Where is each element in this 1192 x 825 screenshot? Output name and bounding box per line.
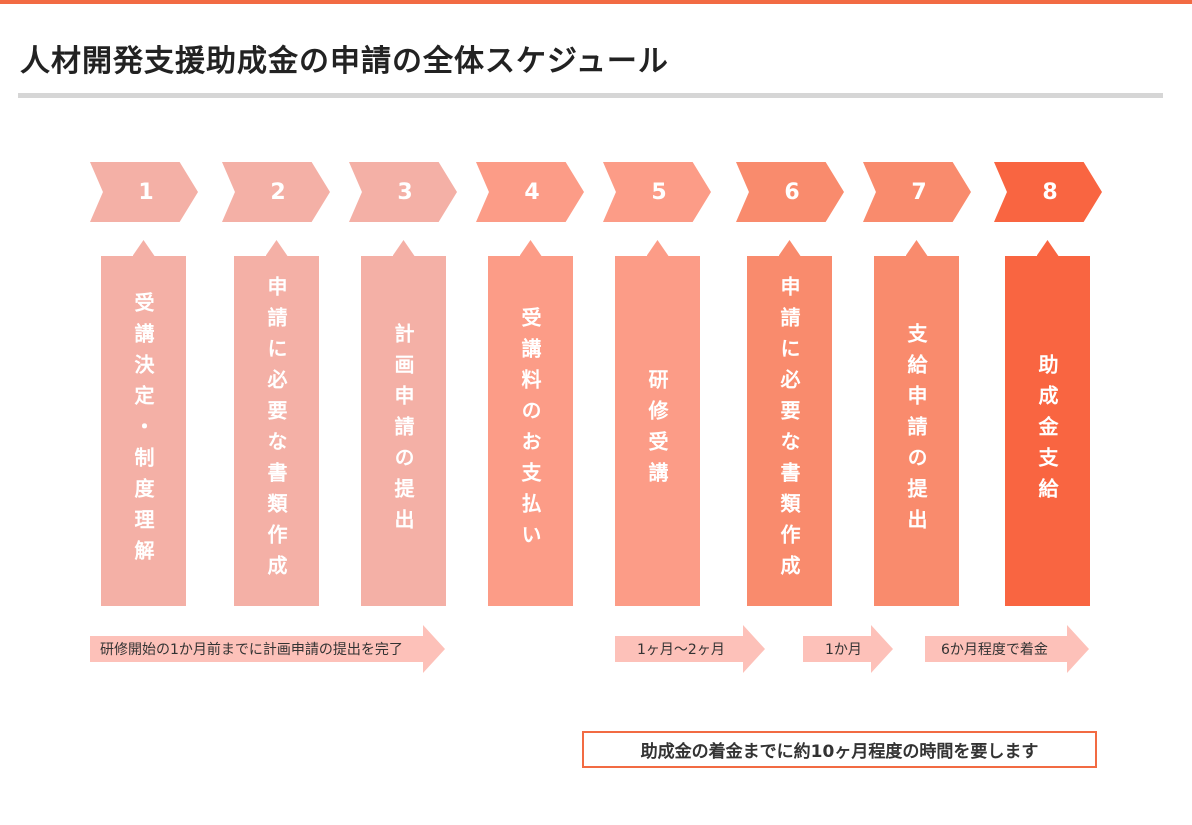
step-pointer xyxy=(132,240,155,256)
step-label: 受講決定・制度理解 xyxy=(131,291,155,571)
step-label: 支給申請の提出 xyxy=(904,322,928,540)
step-chevron-6: 6 xyxy=(736,162,844,222)
step-pointer xyxy=(392,240,415,256)
step-pointer xyxy=(646,240,669,256)
period-arrow-training: 1ヶ月〜2ヶ月 xyxy=(615,625,765,673)
step-chevron-2: 2 xyxy=(222,162,330,222)
step-card-2: 申請に必要な書類作成 xyxy=(234,240,319,606)
period-label: 6か月程度で着金 xyxy=(941,642,1048,658)
step-card-6: 申請に必要な書類作成 xyxy=(747,240,832,606)
summary-note: 助成金の着金までに約10ヶ月程度の時間を要します xyxy=(582,731,1097,768)
step-label: 計画申請の提出 xyxy=(391,322,415,540)
step-pointer xyxy=(778,240,801,256)
step-card-3: 計画申請の提出 xyxy=(361,240,446,606)
step-chevron-8: 8 xyxy=(994,162,1102,222)
step-card-8: 助成金支給 xyxy=(1005,240,1090,606)
step-card-4: 受講料のお支払い xyxy=(488,240,573,606)
period-label: 研修開始の1か月前までに計画申請の提出を完了 xyxy=(100,642,403,658)
step-pointer xyxy=(265,240,288,256)
step-card-7: 支給申請の提出 xyxy=(874,240,959,606)
step-chevron-4: 4 xyxy=(476,162,584,222)
step-card-5: 研修受講 xyxy=(615,240,700,606)
period-label: 1か月 xyxy=(825,642,862,658)
page-title: 人材開発支援助成金の申請の全体スケジュール xyxy=(20,44,669,79)
step-label: 申請に必要な書類作成 xyxy=(777,276,801,586)
step-pointer xyxy=(1036,240,1059,256)
step-chevron-5: 5 xyxy=(603,162,711,222)
step-chevron-3: 3 xyxy=(349,162,457,222)
step-chevron-1: 1 xyxy=(90,162,198,222)
step-label: 助成金支給 xyxy=(1035,353,1059,509)
step-chevron-7: 7 xyxy=(863,162,971,222)
top-accent-bar xyxy=(0,0,1192,4)
period-arrow-payment: 6か月程度で着金 xyxy=(925,625,1089,673)
step-label: 受講料のお支払い xyxy=(518,307,542,555)
step-card-1: 受講決定・制度理解 xyxy=(101,240,186,606)
title-divider xyxy=(18,93,1163,98)
period-arrow-plan-deadline: 研修開始の1か月前までに計画申請の提出を完了 xyxy=(90,625,445,673)
step-label: 研修受講 xyxy=(645,369,669,493)
period-arrow-documents: 1か月 xyxy=(803,625,893,673)
period-label: 1ヶ月〜2ヶ月 xyxy=(637,642,725,658)
step-label: 申請に必要な書類作成 xyxy=(264,276,288,586)
step-pointer xyxy=(519,240,542,256)
step-pointer xyxy=(905,240,928,256)
